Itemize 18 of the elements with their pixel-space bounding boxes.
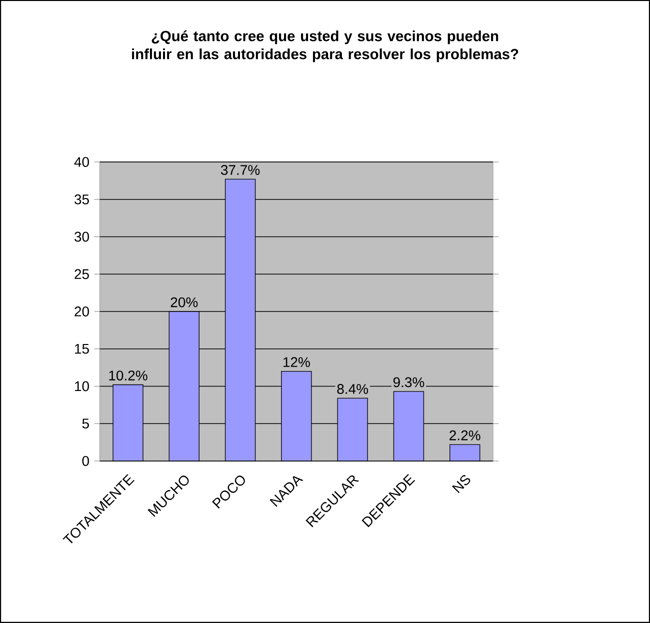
data-label: 9.3% [393,377,424,388]
data-label: 8.4% [337,384,368,394]
y-tick-label: 15 [75,344,89,354]
y-tick-label: 35 [74,194,89,204]
y-tick-label: 30 [74,232,89,242]
data-label: 20% [170,297,198,308]
y-tick-label: 5 [82,418,89,429]
data-label: 37.7% [220,165,260,175]
y-tick-label: 10 [75,381,89,392]
y-tick-label: 25 [74,269,89,280]
chart-title: ¿Qué tanto cree que usted y sus vecinos pueden influir en las autoridades para resolver los problemas? [132,30,518,62]
data-label: 2.2% [450,430,480,440]
x-tick-label: NS [452,475,470,494]
data-label: 10.2% [109,370,148,380]
y-tick-label: 20 [74,306,89,316]
y-tick-label: 40 [74,157,89,167]
y-tick-label: 0 [82,456,89,466]
data-label: 12% [283,357,310,368]
